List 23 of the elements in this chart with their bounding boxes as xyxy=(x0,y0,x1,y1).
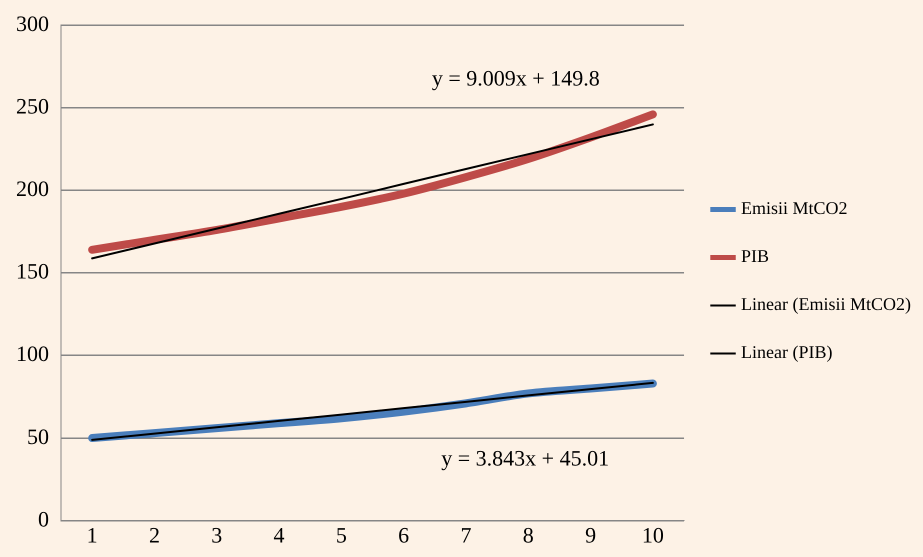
x-tick-label: 7 xyxy=(460,522,472,548)
x-tick-label: 9 xyxy=(585,522,596,548)
annotation: y = 9.009x + 149.8 xyxy=(432,65,600,90)
x-tick-label: 5 xyxy=(336,522,347,548)
legend-label: Emisii MtCO2 xyxy=(741,198,848,218)
x-tick-label: 1 xyxy=(86,522,98,548)
y-tick-label: 250 xyxy=(16,94,49,119)
y-tick-label: 50 xyxy=(27,424,49,449)
x-tick-label: 10 xyxy=(642,522,664,548)
legend-label: PIB xyxy=(741,246,770,266)
x-tick-label: 3 xyxy=(211,522,222,548)
legend-label: Linear (Emisii MtCO2) xyxy=(741,294,912,314)
x-tick-label: 2 xyxy=(148,522,160,548)
y-tick-label: 0 xyxy=(38,506,49,532)
annotation: y = 3.843x + 45.01 xyxy=(441,445,610,470)
y-tick-label: 300 xyxy=(16,10,49,36)
y-tick-label: 200 xyxy=(16,176,49,202)
x-tick-label: 6 xyxy=(398,522,410,548)
y-tick-label: 100 xyxy=(16,341,49,366)
x-tick-label: 4 xyxy=(274,522,285,548)
legend-label: Linear (PIB) xyxy=(741,342,832,362)
x-tick-label: 8 xyxy=(522,522,534,548)
y-tick-label: 150 xyxy=(16,258,49,284)
